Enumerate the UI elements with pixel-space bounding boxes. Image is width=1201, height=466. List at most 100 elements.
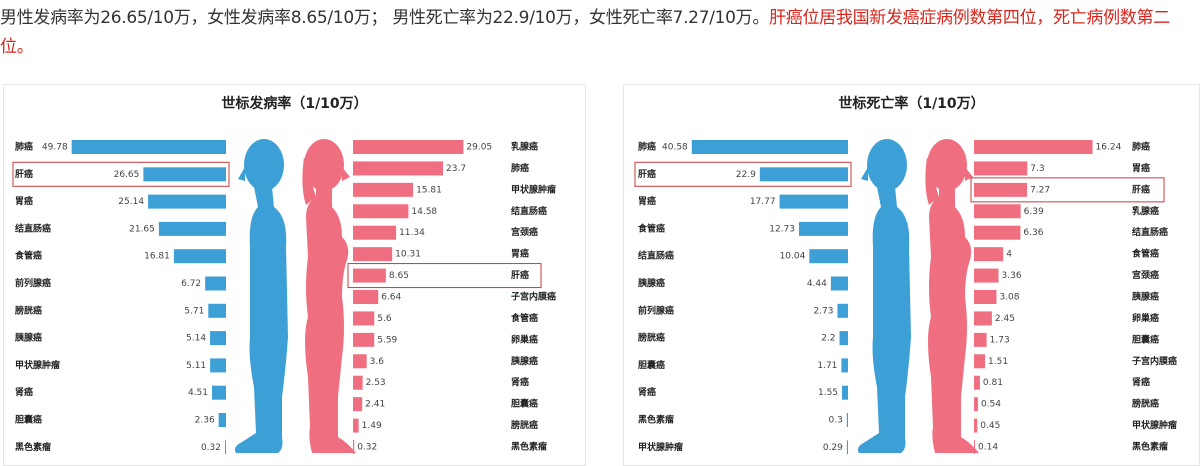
female-value-label: 10.31 [395, 250, 421, 260]
female-category-label: 子宫内膜癌 [1132, 355, 1177, 367]
male-value-label: 2.2 [821, 334, 835, 344]
female-value-label: 5.6 [377, 314, 392, 324]
highlight-box [347, 263, 542, 289]
male-value-label: 10.04 [780, 252, 806, 262]
female-value-label: 0.54 [981, 400, 1001, 410]
female-value-label: 4 [1006, 250, 1012, 260]
male-bar [212, 385, 226, 400]
female-value-label: 16.24 [1096, 143, 1122, 153]
male-silhouette-icon [857, 139, 911, 453]
female-category-label: 食管癌 [510, 312, 538, 324]
female-bar [353, 204, 409, 219]
male-value-label: 0.32 [201, 443, 221, 453]
chart-title: 世标死亡率（1/10万） [838, 96, 985, 112]
female-category-label: 肝癌 [1132, 183, 1150, 195]
mortality-chart-panel: 世标死亡率（1/10万） 40.58 肺癌 22.9 肝癌 17.77 胃癌 12.73 食管… [623, 84, 1200, 466]
male-bar [158, 221, 226, 236]
female-category-label: 胆囊癌 [511, 398, 538, 410]
male-category-label: 肝癌 [15, 168, 33, 180]
female-value-label: 23.7 [446, 164, 466, 174]
male-category-label: 肺癌 [15, 141, 33, 153]
female-value-label: 2.53 [366, 378, 386, 388]
male-category-label: 甲状腺肿瘤 [15, 359, 60, 371]
female-value-label: 11.34 [399, 228, 425, 238]
female-category-label: 膀胱癌 [1131, 398, 1159, 410]
female-category-label: 胃癌 [511, 248, 529, 260]
female-bar [974, 247, 1004, 262]
female-bar [974, 418, 978, 433]
male-value-label: 2.73 [813, 306, 833, 316]
male-category-label: 膀胱癌 [14, 304, 42, 316]
male-value-label: 2.36 [195, 416, 215, 426]
female-value-label: 0.81 [983, 378, 1003, 388]
female-category-label: 肾癌 [1132, 376, 1150, 388]
female-value-label: 14.58 [411, 207, 437, 217]
male-bar [830, 276, 848, 291]
male-category-label: 肾癌 [15, 386, 33, 398]
female-category-label: 结直肠癌 [1132, 226, 1168, 238]
male-bar [205, 276, 226, 291]
male-category-label: 胆囊癌 [15, 414, 42, 426]
female-value-label: 0.45 [980, 421, 1000, 431]
female-category-label: 黑色素瘤 [1132, 441, 1168, 453]
male-category-label: 胃癌 [638, 195, 656, 207]
female-bar [353, 247, 393, 262]
female-value-label: 6.36 [1023, 228, 1043, 238]
male-value-label: 17.77 [750, 197, 776, 207]
male-value-label: 0.3 [829, 416, 843, 426]
female-category-label: 黑色素瘤 [511, 441, 547, 453]
male-category-label: 食管癌 [14, 250, 42, 262]
male-category-label: 胰腺癌 [15, 332, 42, 344]
male-bar [779, 194, 848, 209]
male-value-label: 1.55 [818, 388, 838, 398]
female-category-label: 胰腺癌 [511, 355, 538, 367]
female-value-label: 5.59 [377, 335, 397, 345]
male-category-label: 膀胱癌 [637, 332, 665, 344]
male-value-label: 22.9 [736, 170, 756, 180]
male-bar [218, 413, 226, 427]
female-bar [353, 290, 379, 304]
male-value-label: 5.71 [184, 306, 204, 316]
chart-svg: 40.58 肺癌 22.9 肝癌 17.77 胃癌 12.73 食管癌 10.04 结直肠癌 4.4… [634, 139, 1177, 455]
chart-svg: 49.78 肺癌 26.65 肝癌 25.14 胃癌 21.65 结直肠癌 16.81 食管癌 6.… [12, 139, 556, 455]
male-bar [225, 440, 226, 455]
summary-highlight: 肝癌位居我国新发癌症病例数第四位，死亡病例数第二位。 [0, 8, 1170, 57]
female-bar [353, 311, 375, 326]
male-bar [71, 140, 226, 154]
female-bar [353, 268, 386, 283]
female-value-label: 3.36 [1002, 271, 1022, 281]
female-value-label: 3.6 [370, 357, 385, 367]
female-bar [974, 332, 987, 347]
female-value-label: 8.65 [389, 271, 409, 281]
male-value-label: 0.29 [823, 443, 843, 453]
female-value-label: 1.51 [988, 357, 1008, 367]
male-category-label: 甲状腺肿瘤 [638, 441, 683, 453]
highlight-box [634, 161, 852, 187]
male-category-label: 黑色素瘤 [638, 414, 674, 426]
male-value-label: 4.51 [188, 388, 208, 398]
male-category-label: 肝癌 [638, 168, 656, 180]
male-value-label: 4.44 [807, 279, 827, 289]
female-value-label: 6.64 [381, 293, 401, 303]
female-bar [974, 397, 978, 412]
male-category-label: 前列腺癌 [638, 304, 674, 316]
female-bar [974, 204, 1021, 219]
male-category-label: 肾癌 [638, 386, 656, 398]
female-bar [974, 268, 999, 283]
female-category-label: 卵巢癌 [1132, 312, 1159, 324]
male-category-label: 胰腺癌 [638, 277, 665, 289]
male-category-label: 胆囊癌 [638, 359, 665, 371]
female-category-label: 子宫内膜癌 [511, 291, 556, 303]
male-bar [173, 249, 226, 264]
female-category-label: 肝癌 [511, 269, 529, 281]
female-category-label: 膀胱癌 [510, 419, 538, 431]
female-bar [353, 225, 397, 240]
female-category-label: 食管癌 [1131, 248, 1159, 260]
female-value-label: 15.81 [416, 185, 442, 195]
male-category-label: 胃癌 [15, 195, 33, 207]
female-category-label: 乳腺癌 [1132, 205, 1159, 217]
female-bar [974, 354, 986, 369]
male-value-label: 21.65 [129, 224, 155, 234]
female-bar [353, 440, 355, 454]
female-category-label: 宫颈癌 [1132, 269, 1159, 281]
